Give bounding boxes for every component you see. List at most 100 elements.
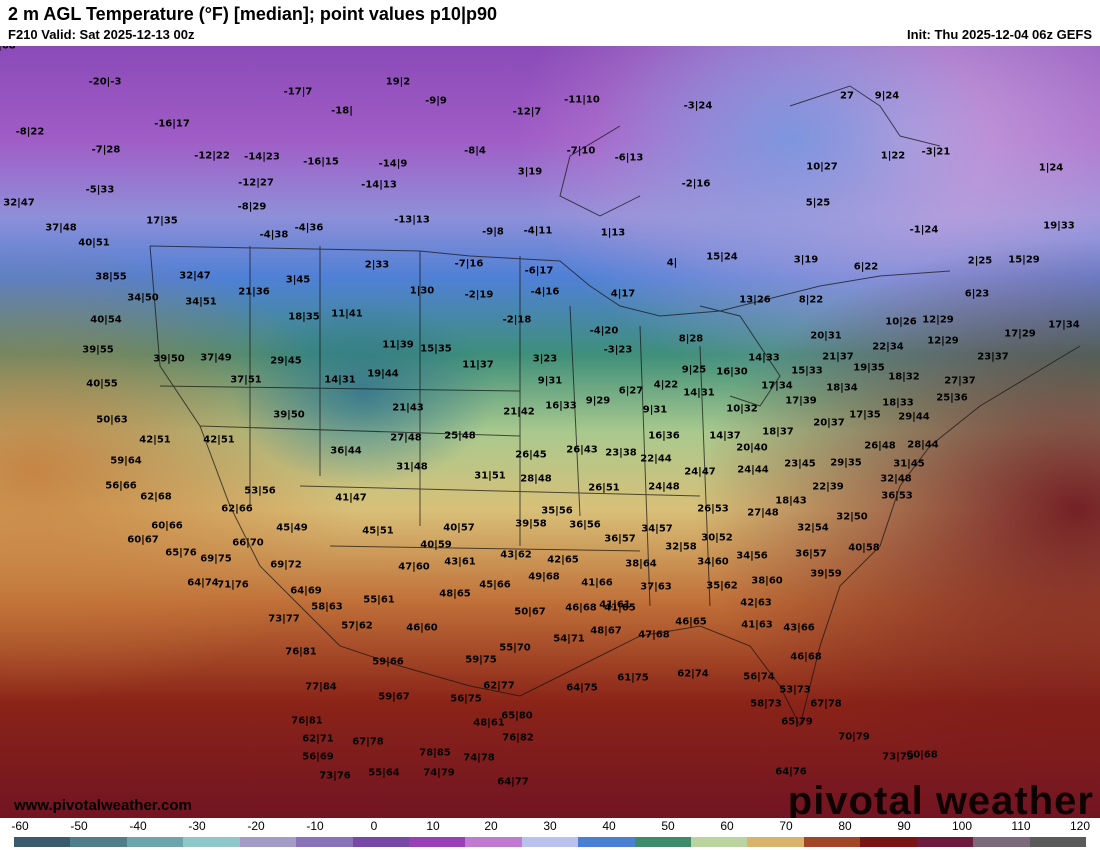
point-value: -4|36: [294, 222, 324, 234]
point-value: -18|: [331, 105, 353, 117]
point-value: 31|48: [396, 461, 428, 473]
point-value: 17|29: [1004, 328, 1036, 340]
point-value: 11|39: [382, 339, 414, 351]
colorbar-tick: 100: [951, 819, 973, 833]
colorbar-tick: 40: [602, 819, 616, 833]
point-value: 37|49: [200, 352, 232, 364]
point-value: 43|66: [783, 622, 815, 634]
colorbar-segment: [916, 837, 974, 847]
point-value: 2|25: [967, 255, 993, 267]
point-value: 9|25: [681, 364, 707, 376]
point-value: 15|35: [420, 343, 452, 355]
point-value: 17|39: [785, 395, 817, 407]
point-value: 49|68: [528, 571, 560, 583]
point-value: 18|35: [288, 311, 320, 323]
point-value: 32|47: [3, 197, 35, 209]
point-value: 56|74: [743, 671, 775, 683]
point-value: 65|79: [781, 716, 813, 728]
point-value: -6|13: [614, 152, 644, 164]
point-value: 17|35: [849, 409, 881, 421]
point-value: 59|75: [465, 654, 497, 666]
colorbar-tick: 120: [1069, 819, 1091, 833]
point-value: 59|66: [372, 656, 404, 668]
point-value: 56|69: [302, 751, 334, 763]
valid-time: F210 Valid: Sat 2025-12-13 00z: [8, 27, 195, 42]
point-value: 1|30: [409, 285, 435, 297]
colorbar-segment: [14, 837, 71, 847]
point-value: 65|80: [501, 710, 533, 722]
point-value: 64|77: [497, 776, 529, 788]
point-value: -4|16: [530, 286, 560, 298]
point-value: 26|51: [588, 482, 620, 494]
point-value: 46|60: [406, 622, 438, 634]
point-value: 19|2: [385, 76, 411, 88]
colorbar-segment: [578, 837, 635, 847]
point-value: 32|47: [179, 270, 211, 282]
temperature-field: [0, 46, 1100, 818]
point-value: 21|42: [503, 406, 535, 418]
map-header: 2 m AGL Temperature (°F) [median]; point…: [0, 0, 1100, 46]
point-value: 17|35: [146, 215, 178, 227]
point-value: 23|45: [784, 458, 816, 470]
point-value: -2|18: [502, 314, 532, 326]
point-value: 15|24: [706, 251, 738, 263]
colorbar-tick: 10: [426, 819, 440, 833]
colorbar-segment: [183, 837, 240, 847]
point-value: 10|32: [726, 403, 758, 415]
point-value: 6|27: [618, 385, 644, 397]
point-value: 18|33: [882, 397, 914, 409]
colorbar-tick: -60: [11, 819, 29, 833]
point-value: 37|51: [230, 374, 262, 386]
temperature-map[interactable]: -20|-3 19|2 -17|7 -8|22 -16|17 -18| -9|9 -12|7 -…: [0, 46, 1100, 818]
point-value: 11|37: [462, 359, 494, 371]
point-value: 78|85: [419, 747, 451, 759]
point-value: 14|33: [748, 352, 780, 364]
point-value: 39|50: [153, 353, 185, 365]
point-value: 18|32: [888, 371, 920, 383]
point-value: -2|19: [464, 289, 494, 301]
point-value: -16|17: [154, 118, 190, 130]
point-value: -4|11: [523, 225, 553, 237]
point-value: 3|19: [517, 166, 543, 178]
point-value: 6|23: [964, 288, 990, 300]
point-value: 16|33: [545, 400, 577, 412]
colorbar-segment: [296, 837, 353, 847]
point-value: 27|48: [390, 432, 422, 444]
point-value: 3|45: [285, 274, 311, 286]
point-value: -13|13: [394, 214, 430, 226]
point-value: 20|31: [810, 330, 842, 342]
colorbar-tick: 90: [897, 819, 911, 833]
point-value: 14|31: [324, 374, 356, 386]
point-value: 62|74: [677, 668, 709, 680]
point-value: 40|54: [90, 314, 122, 326]
colorbar-tick: 110: [1011, 819, 1031, 833]
point-value: 28|44: [907, 439, 939, 451]
point-value: -12|27: [238, 177, 274, 189]
point-value: 27|37: [944, 375, 976, 387]
point-value: 41|47: [335, 492, 367, 504]
point-value: 18|34: [826, 382, 858, 394]
point-value: 34|60: [697, 556, 729, 568]
point-value: 9|24: [874, 90, 900, 102]
point-value: 4|22: [653, 379, 679, 391]
point-value: -14|23: [244, 151, 280, 163]
point-value: 58|63: [311, 601, 343, 613]
point-value: 9|31: [537, 375, 563, 387]
point-value: 26|48: [864, 440, 896, 452]
point-value: 62|71: [302, 733, 334, 745]
point-value: 18|43: [775, 495, 807, 507]
point-value: 24|48: [648, 481, 680, 493]
point-value: 54|71: [553, 633, 585, 645]
point-value: -3|23: [603, 344, 633, 356]
pivotal-weather-logo: pivotal weather: [787, 779, 1094, 818]
point-value: 22|39: [812, 481, 844, 493]
point-value: 42|51: [139, 434, 171, 446]
colorbar-segment: [70, 837, 127, 847]
point-value: 76|82: [502, 732, 534, 744]
point-value: 47|60: [398, 561, 430, 573]
point-value: 60|66: [151, 520, 183, 532]
colorbar-segment: [408, 837, 466, 847]
point-value: 60|67: [127, 534, 159, 546]
point-value: 69|72: [270, 559, 302, 571]
point-value: 35|56: [541, 505, 573, 517]
